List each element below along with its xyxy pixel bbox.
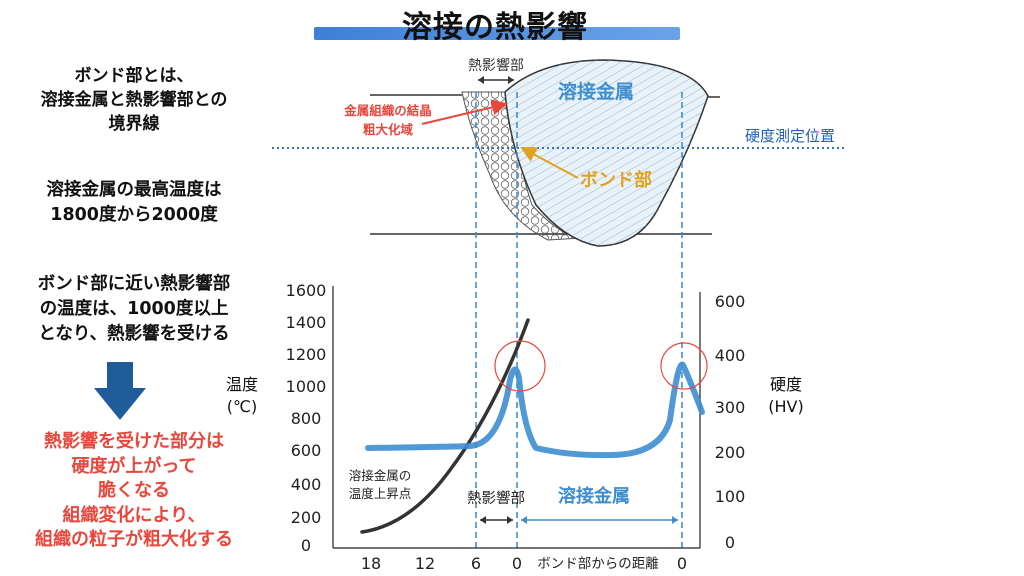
x-tick-label: 0 <box>512 554 522 573</box>
text-line: 1800度から2000度 <box>50 205 218 225</box>
temperature-curve <box>360 318 530 534</box>
haz-label-top: 熱影響部 <box>468 57 524 74</box>
left-tick-label: 800 <box>291 409 322 428</box>
graph-weld-metal-label: 溶接金属 <box>558 485 630 507</box>
left-tick-label: 1200 <box>286 345 327 364</box>
graph-haz-label: 熱影響部 <box>467 489 525 507</box>
grain-label-line1: 金属組織の結晶 <box>343 103 432 118</box>
right-tick-label: 400 <box>715 346 746 365</box>
left-tick-label: 1600 <box>286 281 327 300</box>
right-tick-label: 100 <box>715 487 746 506</box>
title-underline <box>314 27 680 40</box>
weld-metal-hatch <box>505 60 708 246</box>
right-tick-label: 0 <box>725 533 735 552</box>
text-line: 硬度が上がって <box>71 455 197 477</box>
right-tick-label: 300 <box>715 398 746 417</box>
text-max-temp: 溶接金属の最高温度は 1800度から2000度 <box>0 178 268 228</box>
left-tick-label: 400 <box>291 475 322 494</box>
text-line: の温度は、1000度以上 <box>39 299 229 319</box>
left-tick-label: 0 <box>301 536 311 555</box>
page-title: 溶接の熱影響 <box>402 10 588 45</box>
axis-title-line: 温度 <box>225 375 258 394</box>
grain-pointer-arrow <box>421 99 508 125</box>
bond-pointer-arrow <box>520 147 579 179</box>
text-line: 組織の粒子が粗大化する <box>35 529 233 550</box>
title-banner: 溶接の熱影響 <box>300 0 690 48</box>
curve-label-line1: 溶接金属の <box>349 468 412 483</box>
axis-title-line: 硬度 <box>769 375 802 394</box>
peak-circle-right <box>660 342 708 390</box>
text-line: 熱影響を受けた部分は <box>44 431 224 452</box>
axis-title-line: (℃) <box>226 397 258 416</box>
left-tick-label: 200 <box>291 508 322 527</box>
left-tick-label: 1400 <box>286 313 327 332</box>
bond-label: ボンド部 <box>580 169 652 191</box>
x-axis-title: ボンド部からの距離 <box>537 556 659 572</box>
text-line: ボンド部に近い熱影響部 <box>37 274 231 294</box>
text-line: 脆くなる <box>98 480 170 501</box>
left-tick-label: 600 <box>291 441 322 460</box>
x-tick-label: 12 <box>415 554 435 573</box>
right-tick-label: 600 <box>715 292 746 311</box>
text-line: 溶接金属と熱影響部との <box>40 90 228 110</box>
left-tick-label: 1000 <box>286 377 327 396</box>
curve-label-line2: 温度上昇点 <box>349 486 412 501</box>
x-tick-label: 0 <box>677 554 687 573</box>
right-axis-title: 硬度 (HV) <box>758 374 814 418</box>
text-bond-definition: ボンド部とは、 溶接金属と熱影響部との 境界線 <box>0 64 268 136</box>
x-tick-label: 18 <box>361 554 381 573</box>
text-line: となり、熱影響を受ける <box>38 324 230 344</box>
text-haz-temp: ボンド部に近い熱影響部 の温度は、1000度以上 となり、熱影響を受ける <box>0 272 268 347</box>
grain-label-line2: 粗大化域 <box>363 122 414 137</box>
text-line: 溶接金属の最高温度は <box>46 180 222 200</box>
down-arrow-icon <box>94 362 146 420</box>
x-tick-label: 6 <box>471 554 481 573</box>
weld-metal-label-top: 溶接金属 <box>558 80 634 103</box>
hardness-curve <box>365 361 705 459</box>
text-conclusion: 熱影響を受けた部分は 硬度が上がって 脆くなる 組織変化により、 組織の粒子が粗… <box>0 430 268 553</box>
text-line: ボンド部とは、 <box>74 66 194 86</box>
right-tick-label: 200 <box>715 443 746 462</box>
text-line: 組織変化により、 <box>62 504 206 526</box>
left-axis-title: 温度 (℃) <box>218 374 266 418</box>
text-line: 境界線 <box>108 114 160 134</box>
axis-title-line: (HV) <box>768 397 804 416</box>
peak-circle-left <box>494 340 546 392</box>
hardness-line-label: 硬度測定位置 <box>745 127 835 145</box>
